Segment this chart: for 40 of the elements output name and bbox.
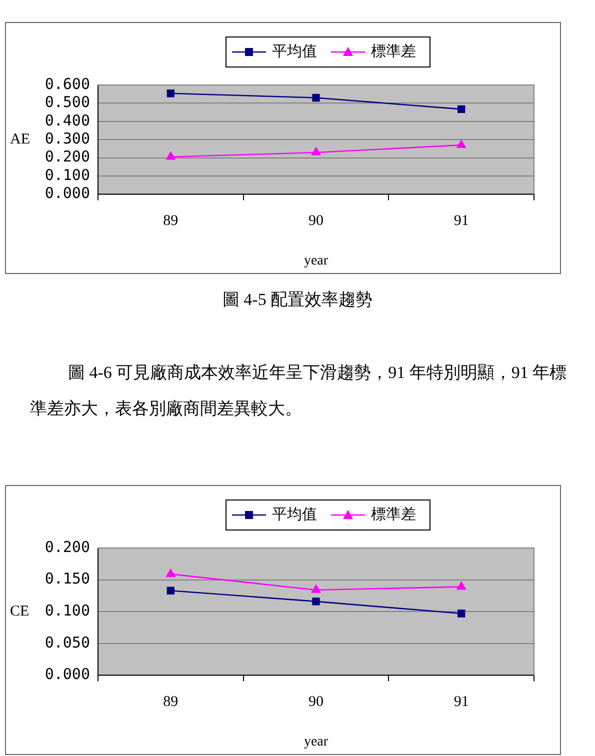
y-tick-label: 0.000 [44,665,90,684]
y-tick-label: 0.100 [44,166,90,184]
y-tick-label: 0.600 [44,74,90,93]
y-axis-title: CE [10,604,30,620]
x-tick-label: 91 [454,694,469,710]
point [456,140,466,148]
point [166,568,176,577]
y-tick-label: 0.300 [44,129,90,148]
y-tick-label: 0.200 [44,148,90,166]
point [311,147,321,156]
y-tick-label: 0.000 [44,184,90,202]
x-tick-label: 89 [163,213,178,230]
legend-label: 平均值 [272,504,317,523]
x-tick-label: 91 [454,213,469,230]
legend-label: 標準差 [371,504,416,523]
point [458,610,466,618]
x-tick-label: 89 [163,694,178,710]
point [311,584,321,593]
point [312,598,320,606]
y-tick-label: 0.500 [44,93,90,112]
legend-label: 平均值 [272,42,317,60]
y-tick-label: 0.100 [44,601,90,620]
caption: 圖 4-5 配置效率趨勢 [221,289,374,311]
point [456,582,466,590]
y-tick-label: 0.050 [44,633,90,652]
caption: 圖 4-6 可見廠商成本效率近年呈下滑趨勢，91 年特別明顯，91 年標準差亦大，表各別廠商間差異較大。 [30,362,568,420]
y-tick-label: 0.200 [44,538,90,556]
legend-label: 標準差 [371,42,416,60]
x-axis-title: year [304,253,328,268]
x-tick-label: 90 [308,694,324,710]
point [458,105,466,114]
y-tick-label: 0.400 [44,111,90,130]
point [312,94,320,102]
y-tick-label: 0.150 [44,570,90,588]
x-axis-title: year [304,734,328,750]
y-axis-title: AE [10,132,30,148]
x-tick-label: 90 [308,213,324,230]
point [166,90,174,98]
point [166,152,176,160]
point [166,586,174,594]
